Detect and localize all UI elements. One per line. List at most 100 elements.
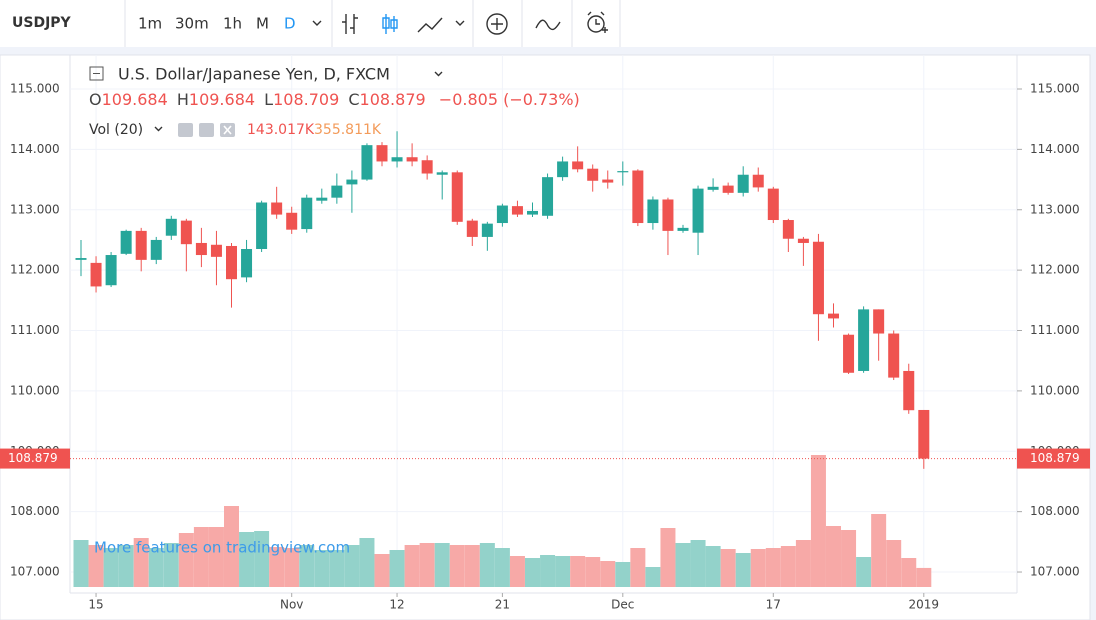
candle-body xyxy=(241,248,253,278)
volume-bar xyxy=(826,526,841,587)
alert-icon[interactable] xyxy=(587,15,605,33)
candle-body xyxy=(271,202,283,215)
candle-body xyxy=(752,174,764,188)
toolbar xyxy=(0,0,1096,47)
symbol[interactable]: USDJPY xyxy=(12,15,72,31)
volume-bar xyxy=(103,548,119,587)
volume-value: 143.017K xyxy=(247,122,315,138)
candle-body xyxy=(286,212,298,230)
candle-body xyxy=(451,172,463,222)
watermark[interactable]: More features on tradingview.com xyxy=(94,539,350,557)
collapse-icon[interactable] xyxy=(89,66,104,81)
candle-body xyxy=(602,179,614,183)
interval[interactable]: 1h xyxy=(223,15,242,33)
chart-panel xyxy=(0,54,1091,620)
eye-icon[interactable] xyxy=(178,123,193,137)
volume-bar xyxy=(735,553,751,587)
candle-body xyxy=(316,197,328,201)
add-indicator[interactable] xyxy=(486,13,508,35)
chevron[interactable] xyxy=(154,126,163,132)
interval[interactable]: 1m xyxy=(138,15,162,33)
candle-body xyxy=(918,409,930,459)
x-tick-label: 12 xyxy=(389,598,404,612)
volume-bar xyxy=(555,556,571,587)
volume-bar xyxy=(148,548,164,587)
chevron[interactable] xyxy=(312,20,322,26)
candle-body xyxy=(150,239,162,260)
bars-icon[interactable] xyxy=(342,14,358,34)
volume-bar xyxy=(284,548,300,587)
candle-body xyxy=(226,245,237,280)
volume-bar xyxy=(841,530,857,587)
candle-body xyxy=(105,255,117,286)
volume-bar xyxy=(404,545,420,587)
compare-icon[interactable] xyxy=(535,19,561,31)
ohlc-row: O109.684 H109.684 L108.709 C108.879 −0.8… xyxy=(89,90,580,109)
y-tick-label-right: 107.000 xyxy=(1030,565,1080,579)
volume-bar xyxy=(434,543,450,587)
candle-body xyxy=(165,218,177,236)
candle-body xyxy=(812,241,824,315)
interval[interactable]: M xyxy=(256,15,269,33)
candle-body xyxy=(542,177,554,216)
candle-body xyxy=(195,242,207,256)
settings-icon[interactable] xyxy=(199,123,214,137)
y-tick-label-right: 114.000 xyxy=(1030,142,1080,156)
candle-body xyxy=(828,313,839,319)
chevron[interactable] xyxy=(455,20,465,26)
candle-body xyxy=(647,199,659,224)
toolbar-icons xyxy=(312,11,608,35)
volume-bar xyxy=(479,543,495,587)
y-tick-label-right: 108.000 xyxy=(1030,504,1080,518)
toolbar-separators xyxy=(124,0,621,47)
volume-title[interactable]: Vol (20) xyxy=(89,122,143,138)
x-tick-label: 21 xyxy=(495,598,510,612)
interval-active[interactable]: D xyxy=(284,15,296,33)
plot-area xyxy=(70,55,1017,587)
interval[interactable]: 30m xyxy=(175,15,209,33)
volume-bar xyxy=(720,549,736,587)
volume-bar xyxy=(178,533,194,587)
candle-body xyxy=(376,145,388,162)
candle-body xyxy=(75,258,87,260)
candle-body xyxy=(737,174,749,193)
volume-bar xyxy=(464,545,480,587)
y-tick-label: 107.000 xyxy=(10,565,60,579)
y-tick-label-right: 115.000 xyxy=(1030,81,1080,95)
volume-bar xyxy=(374,554,390,587)
ohlc-label: H xyxy=(177,90,189,109)
volume-bar xyxy=(615,562,631,587)
volume-bar xyxy=(494,548,510,587)
volume-bar xyxy=(810,455,826,587)
candle-body xyxy=(767,188,779,221)
legend-title[interactable]: U.S. Dollar/Japanese Yen, D, FXCM xyxy=(118,65,390,84)
volume-bar xyxy=(901,558,917,587)
ohlc-value: 109.684 xyxy=(189,90,255,109)
ohlc-label: O xyxy=(89,90,102,109)
candles-icon[interactable] xyxy=(382,14,398,34)
candle-body xyxy=(557,161,569,178)
candle-body xyxy=(527,210,538,215)
last-price-label: 108.879 xyxy=(8,451,58,465)
chevron[interactable] xyxy=(434,71,443,77)
volume-bar xyxy=(540,555,556,587)
candle-body xyxy=(406,157,418,162)
volume-bar xyxy=(419,543,435,587)
candle-body xyxy=(617,171,629,173)
last-price-tag xyxy=(0,448,70,469)
volume-bar xyxy=(254,531,270,587)
candle-body xyxy=(677,227,689,231)
volume-bar xyxy=(449,545,465,587)
candle-body xyxy=(301,197,313,230)
volume-bar xyxy=(299,545,315,587)
volume-bar xyxy=(780,546,796,587)
candle-body xyxy=(256,202,268,249)
volume-bar xyxy=(88,545,104,587)
candle-body xyxy=(331,185,343,198)
y-tick-label: 115.000 xyxy=(10,81,60,95)
x-tick-label: 2019 xyxy=(909,598,940,612)
volume-bar xyxy=(570,556,586,587)
area-icon[interactable] xyxy=(417,17,443,33)
x-tick-label: Dec xyxy=(611,598,634,612)
